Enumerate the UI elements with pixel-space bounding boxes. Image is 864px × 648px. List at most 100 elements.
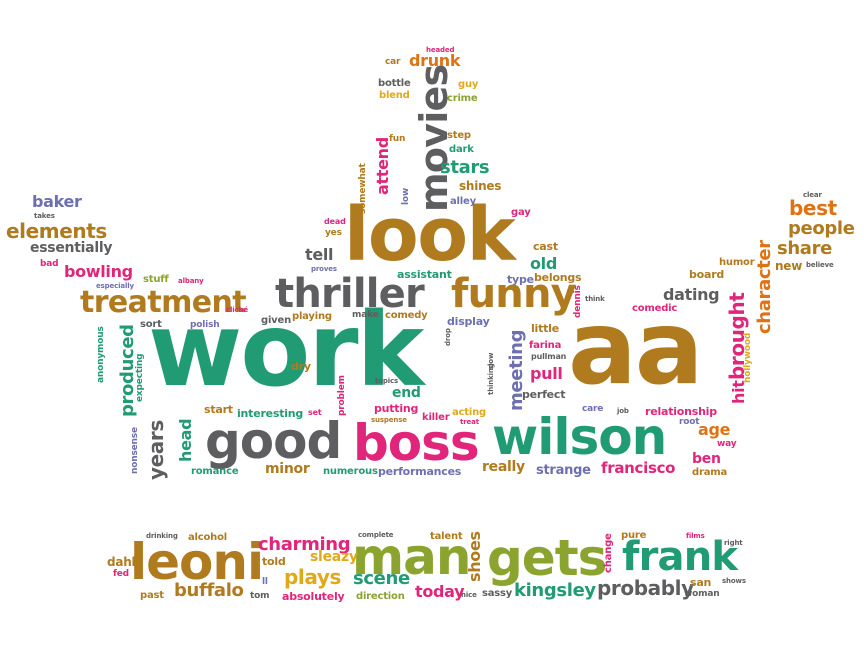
word-blend: blend (379, 90, 410, 101)
word-gets: gets (487, 529, 607, 587)
word-numerous: numerous (323, 466, 378, 477)
word-aa: aa (568, 289, 704, 408)
word-start: start (204, 403, 233, 416)
word-work: work (148, 291, 424, 410)
word-comedy: comedy (385, 310, 428, 321)
word-step: step (447, 130, 471, 141)
word-given: given (261, 315, 292, 326)
word-set: set (308, 408, 322, 417)
word-tell: tell (305, 245, 334, 264)
word-probably: probably (597, 576, 694, 600)
word-absolutely: absolutely (282, 590, 345, 603)
word-francisco: francisco (601, 459, 676, 477)
word-interesting: interesting (237, 407, 304, 420)
word-strange: strange (536, 463, 591, 478)
word-san: san (690, 576, 712, 589)
word-anonymous: anonymous (96, 326, 106, 383)
word-perfect: perfect (522, 388, 566, 401)
word-character: character (754, 240, 775, 334)
word-killer: killer (422, 412, 450, 423)
word-good: good (205, 412, 342, 470)
word-stars: stars (440, 157, 490, 178)
word-scene: scene (353, 568, 410, 589)
word-complete: complete (358, 531, 394, 539)
word-performances: performances (378, 465, 462, 478)
word-direction: direction (356, 591, 405, 602)
word-hollywood: hollywood (743, 332, 753, 383)
word-little: little (531, 322, 559, 335)
word-suspense: suspense (371, 416, 407, 424)
word-display: display (447, 315, 490, 328)
word-slow: slow (487, 352, 495, 370)
word-problem: problem (337, 375, 347, 416)
word-make: make (352, 310, 379, 320)
word-drop: drop (444, 328, 452, 346)
word-fun: fun (389, 134, 406, 144)
word-low: low (401, 187, 411, 205)
word-right: right (724, 539, 743, 547)
word-years: years (144, 420, 168, 480)
word-car: car (385, 57, 401, 67)
word-treatment: treatment (80, 285, 247, 320)
word-look: look (344, 192, 516, 278)
word-bad: bad (40, 259, 59, 269)
word-dennis: dennis (573, 285, 583, 318)
word-pullman: pullman (531, 352, 567, 361)
word-kingsley: kingsley (514, 580, 596, 601)
word-alley: alley (450, 196, 476, 207)
word-job: job (617, 407, 629, 415)
word-root: root (679, 417, 700, 427)
word-proves: proves (311, 265, 337, 273)
word-plays: plays (284, 565, 341, 589)
word-takes: takes (34, 212, 55, 220)
word-essentially: essentially (30, 240, 113, 256)
word-minor: minor (265, 461, 310, 477)
word-dry: dry (291, 360, 311, 373)
word-somewhat: somewhat (358, 163, 368, 214)
word-gay: gay (511, 207, 531, 218)
word-polish: polish (190, 320, 220, 330)
word-old: old (530, 254, 557, 273)
word-think: think (585, 295, 605, 303)
word-clear: clear (803, 191, 822, 199)
word-age: age (698, 420, 731, 439)
word-change: change (603, 533, 614, 573)
word-crime: crime (447, 93, 478, 104)
word-end: end (392, 385, 421, 401)
word-romance: romance (191, 466, 239, 477)
word-dead: dead (324, 217, 346, 226)
word-sassy: sassy (482, 588, 513, 599)
word-comedic: comedic (632, 303, 678, 314)
word-woman: woman (684, 589, 720, 599)
word-shows: shows (722, 577, 746, 585)
word-really: really (482, 459, 525, 475)
word-wilson: wilson (492, 408, 667, 466)
word-relationship: relationship (645, 405, 717, 418)
word-share: share (777, 238, 832, 259)
word-thriller: thriller (275, 271, 425, 317)
word-especially: especially (96, 282, 134, 290)
word-treat: treat (460, 418, 479, 426)
word-best: best (789, 196, 837, 220)
word-alcohol: alcohol (188, 532, 227, 543)
word-boss: boss (353, 414, 480, 472)
word-albany: albany (178, 277, 204, 285)
word-fed: fed (113, 569, 129, 579)
word-humor: humor (719, 257, 755, 268)
word-shoes: shoes (465, 531, 484, 582)
word-talent: talent (430, 531, 463, 542)
word-leoni: leoni (130, 533, 264, 591)
word-belongs: belongs (534, 271, 582, 284)
word-dahl: dahl (107, 555, 136, 569)
word-ll: ll (262, 577, 268, 587)
word-way: way (717, 439, 737, 449)
word-past: past (140, 590, 164, 601)
word-yes: yes (325, 228, 342, 238)
word-nonsense: nonsense (130, 427, 140, 474)
word-playing: playing (292, 311, 332, 322)
word-tom: tom (250, 591, 270, 601)
word-new: new (775, 259, 803, 273)
word-elements: elements (6, 219, 107, 243)
word-buffalo: buffalo (174, 580, 244, 601)
